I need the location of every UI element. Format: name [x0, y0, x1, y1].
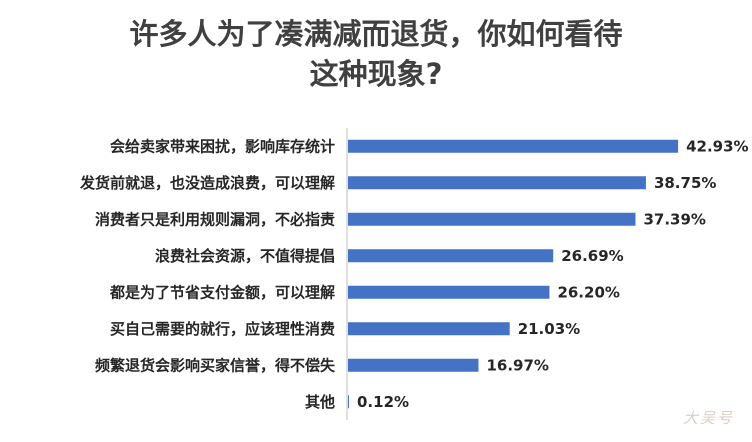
category-label: 发货前就退，也没造成浪费，可以理解 [79, 174, 335, 192]
data-label: 0.12% [357, 393, 409, 411]
chart-title: 许多人为了凑满减而退货，你如何看待 这种现象? [0, 14, 752, 94]
watermark-logo: 大吴号 [682, 409, 734, 427]
data-label: 21.03% [518, 320, 580, 338]
chart-title-line-1: 许多人为了凑满减而退货，你如何看待 [129, 17, 623, 51]
category-label: 会给卖家带来困扰，影响库存统计 [110, 137, 335, 155]
data-label: 26.69% [561, 247, 623, 265]
data-label: 42.93% [686, 137, 748, 155]
category-label: 浪费社会资源，不值得提倡 [155, 247, 335, 265]
bar [348, 176, 646, 190]
category-label: 都是为了节省支付金额，可以理解 [109, 283, 335, 301]
category-label: 频繁退货会影响买家信誉，得不偿失 [95, 356, 336, 374]
category-label: 消费者只是利用规则漏洞，不必指责 [95, 210, 335, 228]
data-label: 26.20% [557, 283, 619, 301]
bar [348, 212, 636, 226]
category-label: 其他 [305, 393, 335, 411]
bar [348, 285, 550, 299]
bar [348, 322, 510, 336]
bar [348, 249, 554, 263]
data-label: 38.75% [654, 174, 716, 192]
data-label: 16.97% [486, 356, 548, 374]
data-label: 37.39% [643, 210, 705, 228]
chart-title-line-2: 这种现象? [309, 57, 443, 91]
bar [348, 358, 479, 372]
bar [348, 395, 349, 409]
bar [348, 139, 679, 153]
category-label: 买自己需要的就行，应该理性消费 [110, 320, 335, 338]
